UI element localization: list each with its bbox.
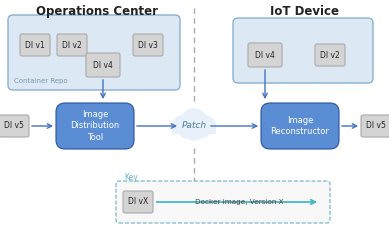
Text: DI v2: DI v2 [62, 41, 82, 49]
FancyBboxPatch shape [172, 122, 216, 134]
FancyBboxPatch shape [116, 181, 330, 223]
Circle shape [197, 116, 215, 134]
FancyBboxPatch shape [20, 34, 50, 56]
Text: Patch: Patch [181, 121, 207, 130]
FancyBboxPatch shape [261, 103, 339, 149]
FancyBboxPatch shape [57, 34, 87, 56]
Circle shape [178, 120, 196, 138]
Text: DI v1: DI v1 [25, 41, 45, 49]
FancyBboxPatch shape [233, 18, 373, 83]
Circle shape [192, 120, 210, 138]
FancyBboxPatch shape [0, 115, 29, 137]
Circle shape [173, 116, 191, 134]
Text: DI vX: DI vX [128, 198, 148, 206]
Text: DI v5: DI v5 [366, 121, 386, 130]
Text: IoT Device: IoT Device [270, 5, 340, 18]
Text: Operations Center: Operations Center [36, 5, 158, 18]
FancyBboxPatch shape [123, 191, 153, 213]
Text: Image
Distribution
Tool: Image Distribution Tool [70, 110, 120, 142]
Text: DI v2: DI v2 [320, 51, 340, 59]
Text: Image
Reconstructor: Image Reconstructor [271, 116, 329, 136]
Text: Docker image, Version X: Docker image, Version X [196, 199, 284, 205]
FancyBboxPatch shape [56, 103, 134, 149]
Text: DI v5: DI v5 [4, 121, 24, 130]
Text: Container Repo: Container Repo [14, 78, 68, 84]
Text: DI v4: DI v4 [93, 61, 113, 69]
FancyBboxPatch shape [8, 15, 180, 90]
FancyBboxPatch shape [248, 43, 282, 67]
Circle shape [181, 109, 207, 135]
Text: DI v3: DI v3 [138, 41, 158, 49]
Text: DI v4: DI v4 [255, 51, 275, 59]
Text: Key: Key [124, 173, 138, 182]
FancyBboxPatch shape [86, 53, 120, 77]
FancyBboxPatch shape [361, 115, 389, 137]
Circle shape [185, 122, 203, 140]
FancyBboxPatch shape [315, 44, 345, 66]
FancyBboxPatch shape [133, 34, 163, 56]
